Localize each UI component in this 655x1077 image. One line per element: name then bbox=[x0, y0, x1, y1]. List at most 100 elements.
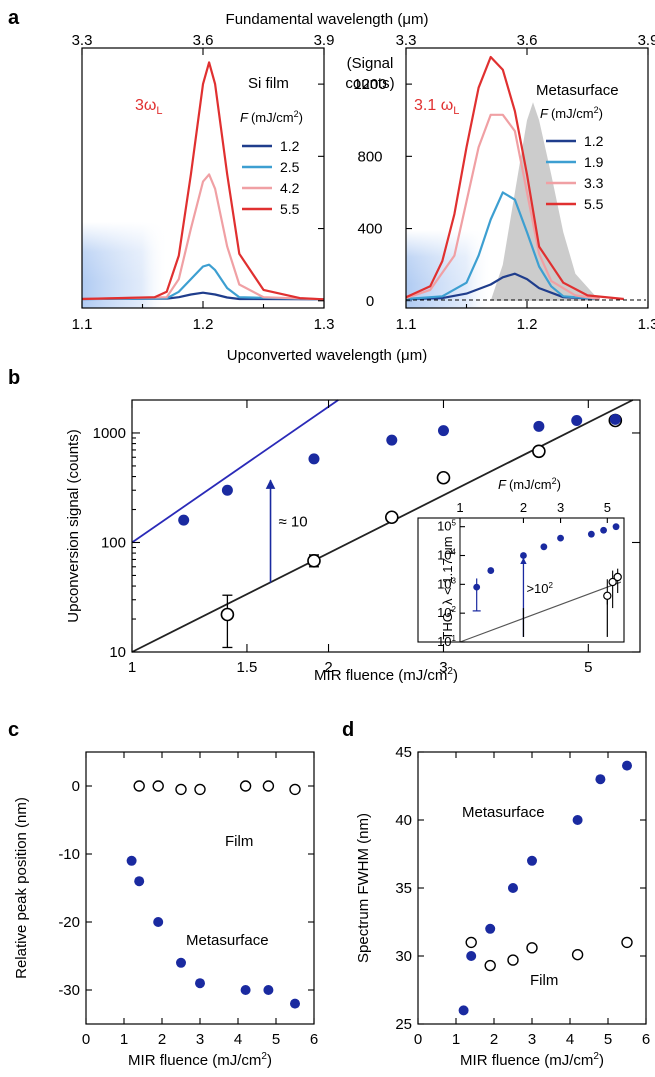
signal-tick-label-0: 0 bbox=[366, 293, 374, 310]
metasurface-curve-1 bbox=[405, 191, 600, 301]
panel-c-ytick-label-2: -20 bbox=[58, 914, 80, 931]
metasurface-legend-label-2: 3.3 bbox=[584, 175, 604, 191]
panel-d-ylabel: Spectrum FWHM (nm) bbox=[355, 813, 372, 963]
panel-d-xtick-label-6: 6 bbox=[642, 1031, 650, 1048]
panel-d-xlabel: MIR fluence (mJ/cm2) bbox=[460, 1051, 604, 1069]
metasurface-point-6 bbox=[571, 414, 583, 426]
panel-d-metasurface-point-5 bbox=[572, 815, 583, 825]
panel-c-ytick-label-1: -10 bbox=[58, 846, 80, 863]
metasurface-legend-label-0: 1.2 bbox=[584, 133, 604, 149]
panel-d-ytick-label-2: 35 bbox=[395, 880, 412, 897]
panel-c-xtick-label-4: 4 bbox=[234, 1031, 242, 1048]
si-film-curve-1 bbox=[81, 263, 325, 301]
panel-d-xtick-label-0: 0 bbox=[414, 1031, 422, 1048]
metasurface-curve-2 bbox=[405, 113, 600, 301]
panel-c-film-point-3 bbox=[194, 783, 206, 796]
si-film-legend-label-1: 2.5 bbox=[280, 159, 300, 175]
harmonic-label-left: 3ωL bbox=[135, 97, 163, 117]
panel-c-film-point-1 bbox=[152, 780, 164, 792]
inset-meta-point-1 bbox=[487, 567, 495, 574]
inset-ytick-label-3: 104 bbox=[437, 548, 456, 563]
metasurface-curve-3 bbox=[405, 55, 624, 301]
panel-a-right-top-tick-label-1: 3.6 bbox=[517, 32, 538, 49]
panel-c-xlabel: MIR fluence (mJ/cm2) bbox=[128, 1051, 272, 1069]
panel-d-metasurface-point-3 bbox=[508, 883, 518, 893]
inset-ytick-label-0: 101 bbox=[437, 634, 456, 649]
panel-d-xtick-label-3: 3 bbox=[528, 1031, 536, 1048]
panel-d-film-label: Film bbox=[530, 972, 558, 989]
panel-b-ytick-label-0: 10 bbox=[109, 644, 126, 661]
panel-d-film-point-5 bbox=[621, 936, 633, 949]
panel-b-xtick-label-3: 3 bbox=[439, 659, 447, 676]
metasurface-title: Metasurface bbox=[536, 82, 619, 99]
film-point-0 bbox=[220, 607, 235, 622]
panel-b-xlabel: MIR fluence (mJ/cm2) bbox=[314, 666, 458, 684]
metasurface-point-7 bbox=[609, 413, 621, 425]
panel-b-ytick-label-1: 100 bbox=[101, 534, 126, 551]
harmonic-label-right: 3.1 ωL bbox=[414, 97, 459, 117]
panel-d-metasurface-point-7 bbox=[622, 760, 632, 771]
panel-b-ylabel: Upconversion signal (counts) bbox=[65, 429, 82, 622]
panel-c-metasurface-point-2 bbox=[153, 917, 164, 927]
panel-d-film-point-3 bbox=[526, 942, 538, 954]
si-film-title: Si film bbox=[248, 75, 289, 92]
panel-c-film-point-0 bbox=[133, 780, 145, 792]
signal-tick-label-3: 1200 bbox=[353, 76, 386, 93]
panel-d-metasurface-point-4 bbox=[527, 855, 537, 866]
panel-a-left-bottom-tick-label-1: 1.2 bbox=[193, 316, 214, 333]
panel-a-left-top-tick-label-2: 3.9 bbox=[314, 32, 335, 49]
panel-c-ylabel: Relative peak position (nm) bbox=[13, 797, 30, 979]
panel-b-xtick-label-1: 1.5 bbox=[237, 659, 258, 676]
panel-c-film-point-6 bbox=[289, 783, 301, 796]
metasurface-point-5 bbox=[533, 420, 545, 432]
panel-d-xtick-label-5: 5 bbox=[604, 1031, 612, 1048]
inset-top-label: F (mJ/cm2) bbox=[498, 476, 561, 492]
panel-c-metasurface-point-4 bbox=[195, 978, 205, 989]
panel-d-film-point-1 bbox=[484, 959, 496, 972]
metasurface-point-1 bbox=[221, 484, 233, 496]
signal-axis-label-1: (Signal bbox=[347, 55, 394, 72]
signal-tick-label-1: 400 bbox=[357, 221, 382, 238]
panel-label-a: a bbox=[8, 7, 20, 29]
inset-meta-point-6 bbox=[600, 526, 607, 534]
metasurface-fit-line bbox=[131, 399, 339, 544]
panel-c-plot: 0 1 2 3 4 5 6 0 -10 -20 -30 Film Metasurface MIR f… bbox=[13, 751, 318, 1069]
inset-ylabel: THG, λ < 1.17 μm bbox=[440, 536, 455, 639]
panel-d-metasurface-point-0 bbox=[458, 1005, 469, 1016]
panel-c-xtick-label-6: 6 bbox=[310, 1031, 318, 1048]
panel-c-xtick-label-5: 5 bbox=[272, 1031, 280, 1048]
panel-d-xtick-label-1: 1 bbox=[452, 1031, 460, 1048]
panel-d-metasurface-point-1 bbox=[466, 951, 477, 961]
legend-head-right: F (mJ/cm2) bbox=[540, 105, 603, 121]
panel-c-ytick-label-3: -30 bbox=[58, 982, 80, 999]
panel-label-b: b bbox=[8, 367, 20, 389]
inset-film-point-0 bbox=[603, 591, 612, 601]
film-fit-line bbox=[131, 399, 634, 653]
metasurface-curve-0 bbox=[405, 272, 600, 301]
panel-label-d: d bbox=[342, 719, 354, 741]
inset-ytick-label-2: 103 bbox=[437, 576, 456, 591]
panel-d-meta-label: Metasurface bbox=[462, 804, 545, 821]
panel-b-ytick-label-2: 1000 bbox=[93, 425, 126, 442]
inset-meta-point-3 bbox=[540, 543, 548, 551]
film-point-3 bbox=[436, 470, 451, 485]
panel-a-bottom-axis-label: Upconverted wavelength (μm) bbox=[227, 347, 427, 364]
panel-b-plot: ≈ 10 10 100 1000 1 1.5 2 3 5 MIR fluence (mJ/cm… bbox=[65, 399, 641, 684]
film-point-4 bbox=[532, 444, 546, 459]
panel-a-right-top-tick-label-0: 3.3 bbox=[396, 32, 417, 49]
inset-xtick-label-2: 3 bbox=[557, 500, 564, 515]
panel-a-right-plot: 1.1 1.2 1.3 3.3 3.6 3.9 Metasurface 3.1 ωL F(… bbox=[396, 32, 655, 333]
panel-a-right-bottom-tick-label-2: 1.3 bbox=[638, 316, 655, 333]
panel-c-film-point-2 bbox=[175, 783, 187, 796]
factor-arrow-label: ≈ 10 bbox=[279, 513, 308, 530]
si-film-legend-label-2: 4.2 bbox=[280, 180, 300, 196]
panel-c-metasurface-point-5 bbox=[240, 985, 251, 995]
panel-a-left-bottom-tick-label-2: 1.3 bbox=[314, 316, 335, 333]
panel-a-left-bottom-tick-label-0: 1.1 bbox=[72, 316, 93, 333]
film-point-2 bbox=[384, 510, 399, 525]
si-film-curve-0 bbox=[81, 291, 325, 301]
panel-a-left-top-tick-label-0: 3.3 bbox=[72, 32, 93, 49]
inset-ytick-label-1: 102 bbox=[437, 605, 456, 620]
si-film-legend-label-3: 5.5 bbox=[280, 201, 300, 217]
